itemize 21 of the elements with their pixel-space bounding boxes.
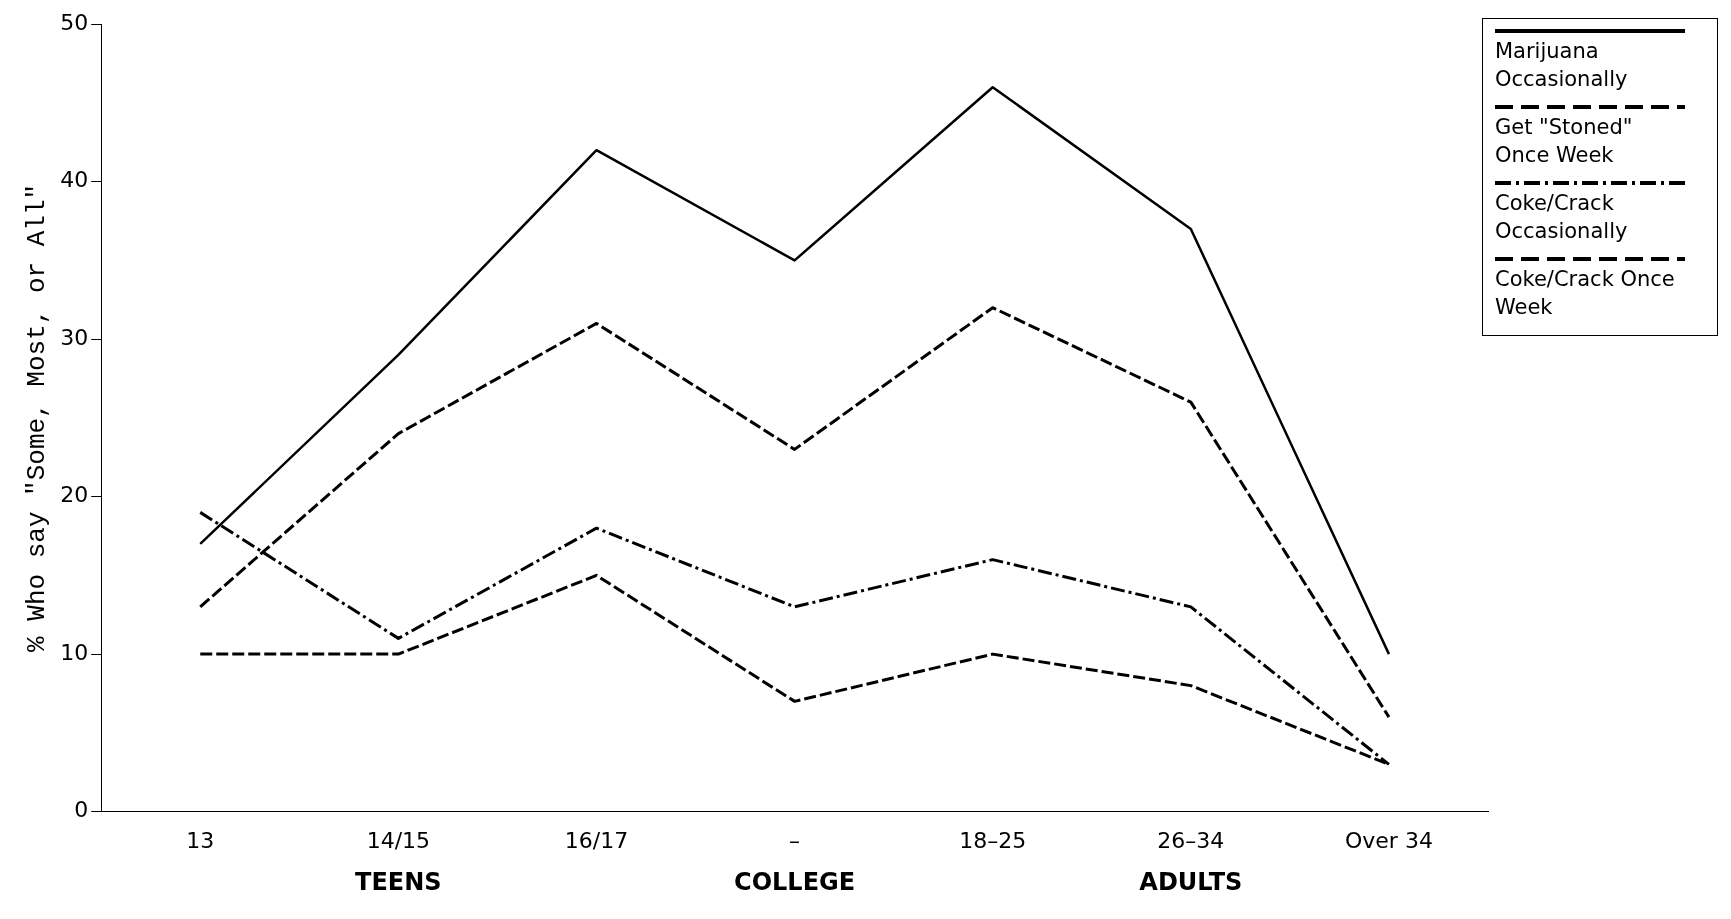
- y-tick-label: 40: [60, 167, 89, 193]
- x-tick-label: 26–34: [1157, 827, 1225, 853]
- text: Coke/Crack Occasionally: [1495, 190, 1629, 245]
- x-tick-label: Over 34: [1344, 827, 1433, 853]
- x-tick-label: –: [789, 827, 801, 853]
- text: Marijuana Occasionally: [1495, 38, 1629, 93]
- y-tick-label: 20: [60, 482, 89, 508]
- text: TEENS: [355, 868, 442, 896]
- y-tick-label: 50: [60, 9, 89, 35]
- text: Get "Stoned" Once Week: [1495, 114, 1634, 169]
- text: Coke/Crack Once Week: [1495, 266, 1675, 321]
- x-tick-label: 18–25: [959, 827, 1027, 853]
- text: ADULTS: [1139, 868, 1243, 896]
- x-tick-label: 16/17: [564, 827, 629, 853]
- y-tick-label: 10: [60, 639, 89, 665]
- text: COLLEGE: [734, 868, 856, 896]
- x-tick-label: 14/15: [366, 827, 431, 853]
- y-tick-label: 30: [60, 324, 89, 350]
- y-axis-title: % Who say "Some, Most, or All": [22, 183, 53, 652]
- y-tick-label: 0: [74, 797, 89, 823]
- x-tick-label: 13: [186, 827, 215, 853]
